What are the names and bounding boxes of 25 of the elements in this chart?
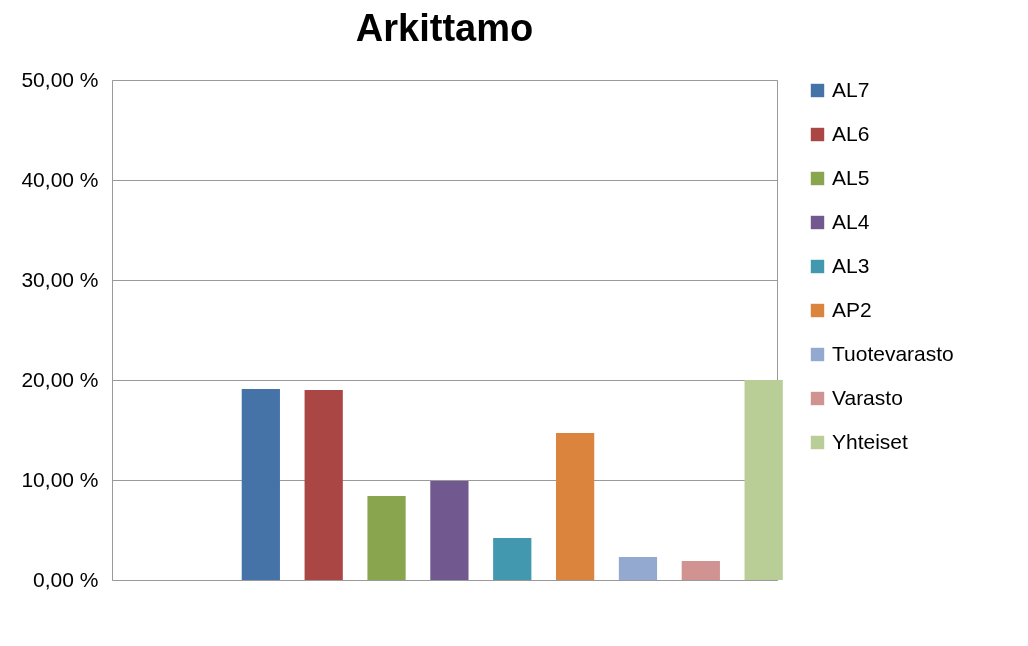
chart-title: Arkittamo (355, 7, 534, 49)
bar (304, 390, 343, 580)
bar (367, 496, 406, 580)
legend-label: AL7 (832, 77, 870, 101)
y-tick-label: 10,00 % (21, 467, 99, 491)
y-tick-label: 30,00 % (21, 267, 99, 291)
bar (430, 481, 469, 580)
legend-label: AL6 (832, 121, 870, 145)
legend-label: AP2 (832, 297, 872, 321)
bar (681, 561, 720, 580)
bar (744, 380, 783, 580)
bar (555, 433, 595, 580)
legend-label: AL5 (832, 165, 870, 189)
y-tick-label: 50,00 % (21, 67, 99, 91)
y-tick-label: 40,00 % (21, 167, 99, 191)
y-tick-label: 20,00 % (21, 367, 99, 391)
legend-label: Varasto (832, 385, 903, 409)
legend-label: AL4 (832, 209, 870, 233)
bar (493, 538, 532, 580)
legend-label: Tuotevarasto (832, 341, 954, 365)
y-tick-label: 0,00 % (33, 567, 99, 591)
bar (618, 557, 658, 580)
legend-label: Yhteiset (832, 429, 909, 453)
bar (241, 389, 280, 580)
legend-label: AL3 (832, 253, 870, 277)
